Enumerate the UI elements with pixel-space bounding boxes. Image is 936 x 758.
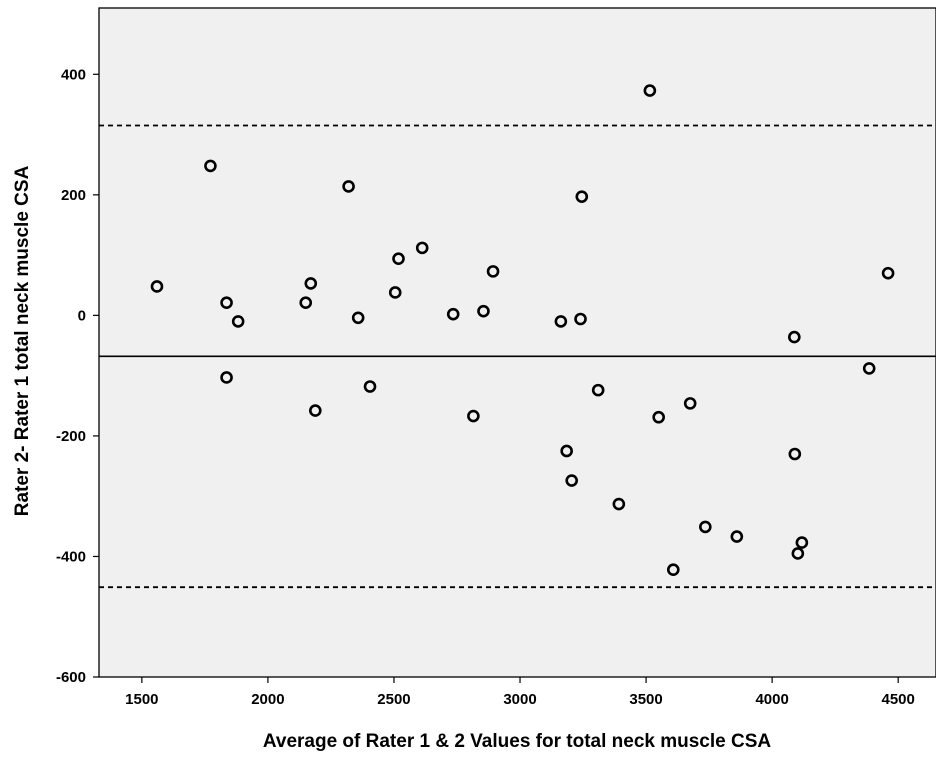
data-point (204, 159, 217, 173)
data-point (788, 447, 802, 461)
plot-area (98, 7, 936, 678)
data-point (612, 497, 626, 511)
y-tick-label: -400 (56, 548, 86, 565)
data-point (415, 241, 429, 255)
y-axis-ticks: -600 -400 -200 0 200 400 (56, 66, 99, 686)
data-point (788, 330, 801, 344)
data-point (231, 315, 245, 328)
data-point (683, 397, 697, 410)
data-point (342, 180, 355, 193)
data-point (467, 409, 480, 423)
data-point (791, 547, 805, 560)
y-tick-label: 400 (61, 66, 86, 83)
x-tick-label: 4500 (881, 691, 914, 708)
data-point (150, 280, 164, 293)
y-tick-label: 0 (78, 307, 86, 324)
data-point (486, 265, 500, 278)
data-point (643, 84, 657, 97)
x-tick-label: 4000 (755, 691, 788, 708)
y-tick-label: -600 (56, 669, 86, 686)
x-tick-label: 3500 (629, 691, 662, 708)
data-point (477, 304, 490, 318)
data-point (388, 286, 402, 299)
x-tick-label: 2000 (251, 691, 284, 708)
data-point (591, 383, 605, 397)
x-axis-ticks: 1500 2000 2500 3000 3500 4000 4500 (125, 677, 915, 708)
data-point (730, 530, 744, 543)
data-point (560, 444, 573, 458)
data-point (652, 410, 665, 424)
data-point (304, 277, 318, 290)
data-point (667, 563, 680, 577)
data-point (220, 296, 233, 310)
data-point (392, 252, 405, 266)
data-point (446, 307, 460, 321)
data-point (554, 315, 568, 328)
reference-lines (99, 124, 936, 589)
data-point (795, 536, 809, 549)
data-point (309, 404, 322, 417)
x-axis-title: Average of Rater 1 & 2 Values for total … (263, 731, 772, 752)
data-point (699, 520, 712, 534)
data-point (575, 190, 589, 203)
data-point (565, 474, 579, 487)
x-tick-label: 2500 (377, 691, 410, 708)
data-point (299, 296, 313, 310)
y-axis-title: Rater 2- Rater 1 total neck muscle CSA (12, 165, 33, 516)
y-tick-label: 200 (61, 187, 86, 204)
data-points (150, 84, 895, 577)
data-point (862, 362, 876, 375)
data-point (220, 371, 233, 384)
data-point (881, 266, 895, 280)
data-point (363, 380, 377, 393)
y-tick-label: -200 (56, 428, 86, 445)
data-point (574, 312, 587, 326)
x-tick-label: 1500 (125, 691, 158, 708)
x-tick-label: 3000 (503, 691, 536, 708)
data-point (351, 311, 365, 325)
